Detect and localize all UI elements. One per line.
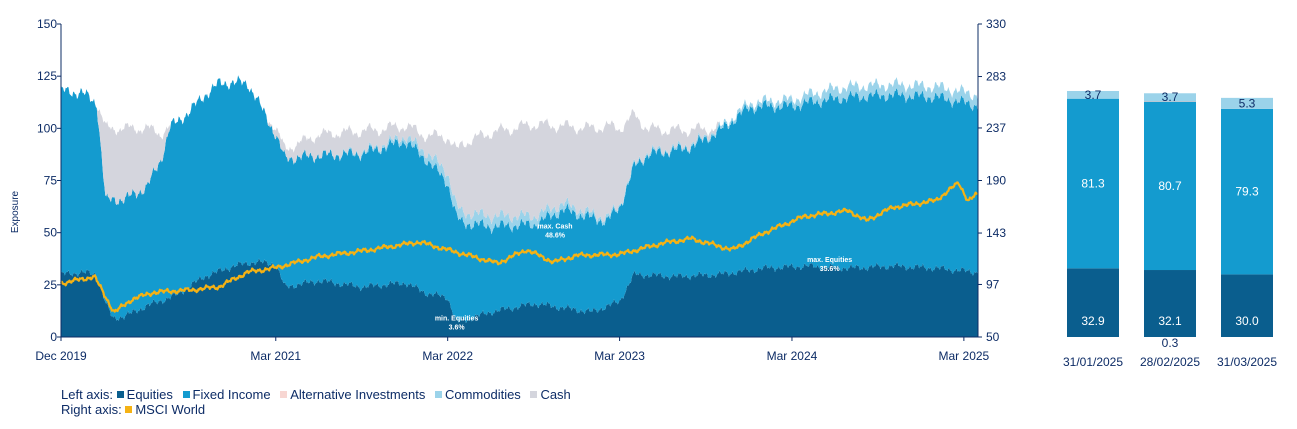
legend-text: MSCI World [135,402,206,417]
line-msci-world [60,181,979,313]
legend-item-msci-world: MSCI World [125,402,205,417]
right-tick-label: 237 [986,121,1006,135]
annotations-layer: max. Cash 48.6% min. Equities 3.6% max. Equi… [435,223,852,331]
annotation-value: 3.6% [449,324,466,331]
legend-text: Fixed Income [192,387,271,402]
bar-segment-equities [1144,270,1196,337]
area-cash [61,75,978,225]
x-tick-label: Mar 2023 [594,349,645,363]
right-tick-label: 143 [986,226,1006,240]
x-tick-label: Dec 2019 [35,349,87,363]
bar-segment-commodities [1221,97,1273,109]
bar-value-label: 5.3 [1239,96,1256,110]
legend-swatch [116,391,124,398]
left-tick-label: 75 [44,174,58,188]
legend-item-fixed-income: Fixed Income [182,387,271,402]
bar-category-label: 28/02/2025 [1140,355,1200,369]
legend-right-items: MSCI World [125,402,211,417]
left-tick-label: 0 [50,330,57,344]
bar-value-label: 3.7 [1085,88,1102,102]
bar-value-label: 80.7 [1158,179,1182,193]
bar-segment-commodities [1144,93,1196,101]
left-tick-label: 50 [44,226,58,240]
bar-segment-fixed-income [1067,98,1119,269]
legend-text: Cash [540,387,571,402]
bar-category-label: 31/03/2025 [1217,355,1277,369]
bar-value-label: 81.3 [1081,177,1105,191]
y-axis-label: Exposure [10,190,21,233]
bar-segment-fixed-income [1221,108,1273,275]
annotation-label: max. Equities [807,257,852,264]
left-tick-label: 25 [44,278,58,292]
legend-swatch [530,391,538,398]
legend-item-equities: Equities [116,387,173,402]
legend-text: Alternative Investments [290,387,426,402]
axes-layer: Exposure 0 25 50 75 100 125 150 50 97 143 190 237 28… [10,17,1006,363]
x-tick-label: Mar 2021 [250,349,301,363]
bar-segment-equities [1221,274,1273,337]
right-tick-label: 283 [986,70,1006,84]
bar-segment-fixed-income [1144,101,1196,271]
bar-segment-equities [1067,268,1119,337]
bar-value-label: 30.0 [1235,314,1259,328]
area-equities [61,258,978,337]
legend-item-commodities: Commodities [434,387,521,402]
area-fixed-income [61,75,978,324]
annotation-label: min. Equities [435,315,479,322]
x-tick-label: Mar 2025 [939,349,990,363]
bar-value-label: 32.9 [1081,314,1105,328]
bar-value-label: 79.3 [1235,185,1259,199]
legend-left-items: Equities Fixed Income Alternative Invest… [116,387,577,402]
bar-category-label: 31/01/2025 [1063,355,1123,369]
x-tick-label: Mar 2022 [422,349,473,363]
bar-segment-commodities [1067,90,1119,99]
annotation-value: 35.6% [820,266,841,273]
legend-right-axis-label: Right axis: [61,402,122,417]
left-tick-label: 100 [37,121,57,135]
annotation-label: max. Cash [538,223,573,230]
legend: Left axis: Equities Fixed Income Alterna… [61,387,577,417]
legend-item-alternative-investments: Alternative Investments [280,387,425,402]
annotation-value: 48.6% [545,232,566,239]
legend-swatch [280,391,288,398]
legend-right-row: Right axis: MSCI World [61,402,577,417]
area-series-layer [61,75,978,337]
right-tick-label: 190 [986,174,1006,188]
right-tick-label: 330 [986,17,1006,31]
legend-swatch [182,391,190,398]
stacked-bars-layer: 32.9 81.3 3.7 31/01/2025 32.1 80.7 0.3 3.7 28/02… [1063,88,1277,369]
bar-segment-alternative-investments [1144,100,1196,102]
bar-value-label: 32.1 [1158,314,1182,328]
legend-text: Commodities [444,387,521,402]
legend-swatch [125,406,133,413]
legend-left-axis-label: Left axis: [61,387,114,402]
legend-item-cash: Cash [530,387,571,402]
msci-line-layer [60,181,979,313]
x-tick-label: Mar 2024 [767,349,818,363]
legend-swatch [434,391,442,398]
left-tick-label: 150 [37,17,57,31]
legend-text: Equities [126,387,173,402]
legend-left-row: Left axis: Equities Fixed Income Alterna… [61,387,577,402]
right-tick-label: 50 [986,330,1000,344]
bar-value-label: 3.7 [1162,90,1179,104]
left-tick-label: 125 [37,69,57,83]
right-tick-label: 97 [986,277,1000,291]
bar-value-label: 0.3 [1162,336,1179,350]
